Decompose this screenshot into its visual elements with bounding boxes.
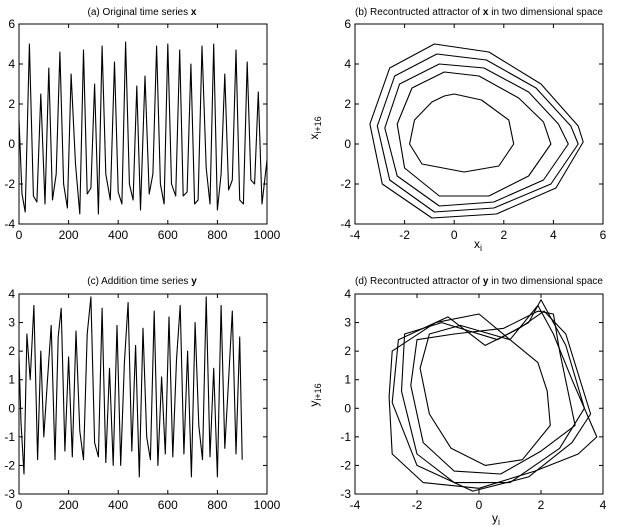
panel-b-xtick-label: 0	[451, 228, 458, 242]
panel-a-title: (a) Original time series x	[88, 7, 197, 18]
panel-c-ytick-label: 2	[8, 344, 15, 358]
panel-c-ytick-label: -3	[4, 487, 15, 501]
panel-a-ytick-label: 4	[8, 57, 15, 71]
panel-a-ytick-label: 0	[8, 137, 15, 151]
panel-b-xtick-label: -2	[399, 228, 410, 242]
panel-d-ylabel: yi+16	[307, 383, 323, 406]
panel-a-ytick-label: -4	[4, 217, 15, 231]
panel-a-xtick-label: 800	[207, 228, 227, 242]
panel-b-xtick-label: 6	[600, 228, 607, 242]
panel-b-ytick-label: 4	[344, 57, 351, 71]
panel-c-ytick-label: -2	[4, 458, 15, 472]
panel-d-ytick-label: 4	[344, 287, 351, 301]
panel-c-xtick-label: 200	[59, 498, 79, 512]
panel-a-xtick-label: 600	[158, 228, 178, 242]
panel-b-frame	[354, 23, 604, 225]
panel-b-xtick-label: 4	[550, 228, 557, 242]
panel-a-xtick-label: 0	[16, 228, 23, 242]
panel-a-xtick-label: 400	[108, 228, 128, 242]
panel-c-ytick-label: 3	[8, 316, 15, 330]
panel-c-ytick-label: 4	[8, 287, 15, 301]
panel-b-attractor-x: (b) Recontructed attractor of x in two d…	[307, 7, 607, 253]
panel-c-ytick-label: 0	[8, 401, 15, 415]
panel-b-series-4	[376, 53, 579, 213]
panel-b-xlabel: xi	[474, 237, 482, 253]
panel-d-title: (d) Recontructed attractor of y in two d…	[355, 276, 603, 287]
panel-a-ytick-label: 2	[8, 97, 15, 111]
panel-d-ytick-label: 0	[344, 401, 351, 415]
panel-d-series-2	[410, 310, 576, 475]
panel-c-xtick-label: 600	[158, 498, 178, 512]
panel-d-series-5	[388, 304, 598, 489]
panel-b-ytick-label: 2	[344, 97, 351, 111]
panel-a-series-1	[18, 41, 268, 215]
panel-d-xtick-label: 2	[538, 498, 545, 512]
panel-b-series-2	[396, 71, 552, 197]
panel-c-xtick-label: 400	[108, 498, 128, 512]
panel-b-ytick-label: 6	[344, 17, 351, 31]
panel-c-series-1	[18, 296, 243, 478]
panel-b-ylabel: xi+16	[307, 116, 323, 139]
panel-d-ytick-label: 2	[344, 344, 351, 358]
panel-b-ytick-label: 0	[344, 137, 351, 151]
panel-a-original-time-series: (a) Original time series x 0 200 400 600 800…	[4, 7, 280, 242]
panel-d-xlabel: yi	[492, 511, 500, 527]
panel-d-ytick-label: 1	[344, 373, 351, 387]
panel-d-series-1	[419, 324, 551, 466]
panel-d-xtick-label: 4	[600, 498, 607, 512]
panel-b-ytick-label: -2	[340, 177, 351, 191]
panel-b-series-5	[369, 43, 584, 219]
panel-c-frame	[18, 293, 268, 495]
panel-b-xtick-label: -4	[350, 228, 361, 242]
panel-d-series-4	[391, 310, 592, 492]
panel-c-xtick-label: 1000	[254, 498, 281, 512]
panel-d-ytick-label: -2	[340, 458, 351, 472]
panel-a-xtick-label: 200	[59, 228, 79, 242]
panel-c-ytick-label: 1	[8, 373, 15, 387]
panel-b-title: (b) Recontructed attractor of x in two d…	[355, 7, 603, 18]
panel-b-xtick-label: 2	[500, 228, 507, 242]
panel-d-frame	[354, 293, 604, 495]
panel-b-series-1	[409, 93, 515, 173]
panel-c-title: (c) Addition time series y	[87, 276, 197, 287]
panel-d-attractor-y: (d) Recontructed attractor of y in two d…	[307, 276, 607, 527]
panel-c-xtick-label: 0	[16, 498, 23, 512]
panel-d-ytick-label: 3	[344, 316, 351, 330]
panel-d-ytick-label: -3	[340, 487, 351, 501]
panel-c-xtick-label: 800	[207, 498, 227, 512]
panel-a-ytick-label: -2	[4, 177, 15, 191]
panel-d-ytick-label: -1	[340, 430, 351, 444]
panel-d-xtick-label: -2	[412, 498, 423, 512]
panel-d-xtick-label: 0	[476, 498, 483, 512]
panel-a-ytick-label: 6	[8, 17, 15, 31]
panel-b-series-3	[384, 63, 569, 207]
panel-c-addition-time-series: (c) Addition time series y 0 200 400 600 800…	[4, 276, 280, 512]
panel-c-ytick-label: -1	[4, 430, 15, 444]
panel-b-ytick-label: -4	[340, 217, 351, 231]
panel-d-xtick-label: -4	[350, 498, 361, 512]
panel-a-xtick-label: 1000	[254, 228, 281, 242]
